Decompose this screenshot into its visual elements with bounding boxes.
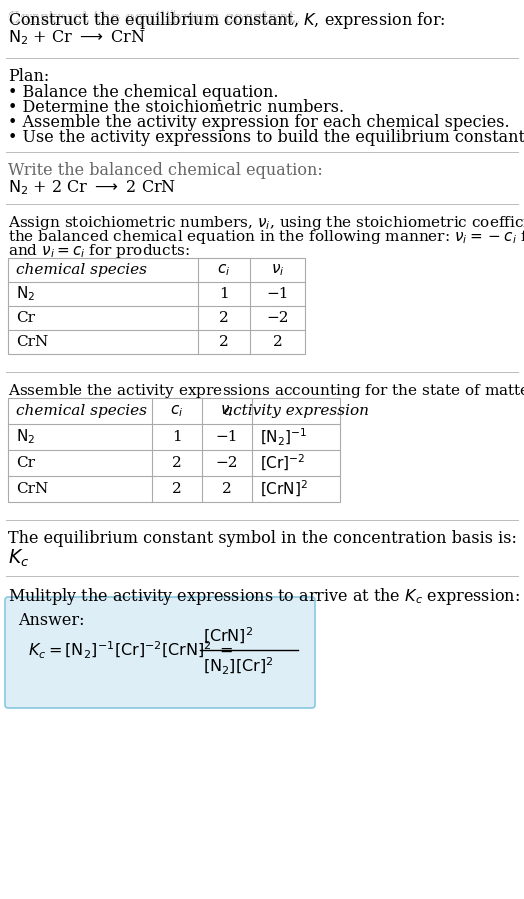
- Text: activity expression: activity expression: [224, 404, 368, 418]
- Text: 2: 2: [219, 335, 229, 349]
- Text: The equilibrium constant symbol in the concentration basis is:: The equilibrium constant symbol in the c…: [8, 530, 517, 547]
- Text: the balanced chemical equation in the following manner: $\nu_i = -c_i$ for react: the balanced chemical equation in the fo…: [8, 228, 524, 246]
- Bar: [8, 398, 340, 502]
- Text: −2: −2: [216, 456, 238, 470]
- Text: Assemble the activity expressions accounting for the state of matter and $\nu_i$: Assemble the activity expressions accoun…: [8, 382, 524, 400]
- Text: $c_i$: $c_i$: [217, 263, 231, 278]
- Text: $K_c = [\mathrm{N_2}]^{-1}[\mathrm{Cr}]^{-2}[\mathrm{CrN}]^{2}\ =$: $K_c = [\mathrm{N_2}]^{-1}[\mathrm{Cr}]^…: [28, 639, 233, 661]
- Text: Cr: Cr: [16, 456, 35, 470]
- Text: $\mathrm{N_2}$: $\mathrm{N_2}$: [16, 428, 35, 446]
- Text: $c_i$: $c_i$: [170, 403, 183, 419]
- Text: Mulitply the activity expressions to arrive at the $K_c$ expression:: Mulitply the activity expressions to arr…: [8, 586, 520, 607]
- Text: $[\mathrm{N_2}]^{-1}$: $[\mathrm{N_2}]^{-1}$: [260, 426, 308, 448]
- Text: Plan:: Plan:: [8, 68, 49, 85]
- Text: −1: −1: [216, 430, 238, 444]
- Text: • Assemble the activity expression for each chemical species.: • Assemble the activity expression for e…: [8, 114, 510, 131]
- Text: chemical species: chemical species: [16, 263, 147, 277]
- Text: $\mathrm{N_2}$: $\mathrm{N_2}$: [16, 285, 35, 303]
- Text: $[\mathrm{CrN}]^{2}$: $[\mathrm{CrN}]^{2}$: [260, 479, 308, 499]
- FancyBboxPatch shape: [5, 597, 315, 708]
- Text: Write the balanced chemical equation:: Write the balanced chemical equation:: [8, 162, 323, 179]
- Text: $[\mathrm{CrN}]^2$: $[\mathrm{CrN}]^2$: [203, 626, 253, 646]
- Text: CrN: CrN: [16, 335, 48, 349]
- Text: −2: −2: [266, 311, 289, 325]
- Text: • Use the activity expressions to build the equilibrium constant expression.: • Use the activity expressions to build …: [8, 129, 524, 146]
- Text: • Determine the stoichiometric numbers.: • Determine the stoichiometric numbers.: [8, 99, 344, 116]
- Text: chemical species: chemical species: [16, 404, 147, 418]
- Text: $\nu_i$: $\nu_i$: [220, 403, 234, 419]
- Text: $\mathrm{N_2}$ + 2 Cr $\longrightarrow$ 2 CrN: $\mathrm{N_2}$ + 2 Cr $\longrightarrow$ …: [8, 178, 176, 197]
- Text: 2: 2: [172, 482, 182, 496]
- Text: −1: −1: [266, 287, 289, 301]
- Text: 1: 1: [219, 287, 229, 301]
- Text: $\mathrm{N_2}$ + Cr $\longrightarrow$ CrN: $\mathrm{N_2}$ + Cr $\longrightarrow$ Cr…: [8, 28, 146, 47]
- Text: Answer:: Answer:: [18, 612, 84, 629]
- Text: $\nu_i$: $\nu_i$: [271, 263, 284, 278]
- Text: $K_c$: $K_c$: [8, 548, 29, 569]
- Text: 2: 2: [219, 311, 229, 325]
- Text: Construct the equilibrium constant, $K$, expression for:: Construct the equilibrium constant, $K$,…: [8, 10, 445, 31]
- Bar: [8, 258, 305, 354]
- Text: 1: 1: [172, 430, 182, 444]
- Text: Construct the equilibrium constant,: Construct the equilibrium constant,: [8, 10, 305, 27]
- Text: Construct the equilibrium constant,: Construct the equilibrium constant,: [8, 10, 305, 27]
- Text: $[\mathrm{Cr}]^{-2}$: $[\mathrm{Cr}]^{-2}$: [260, 453, 305, 473]
- Text: Cr: Cr: [16, 311, 35, 325]
- Text: $[\mathrm{N_2}][\mathrm{Cr}]^2$: $[\mathrm{N_2}][\mathrm{Cr}]^2$: [203, 655, 274, 677]
- Text: CrN: CrN: [16, 482, 48, 496]
- Text: 2: 2: [222, 482, 232, 496]
- Text: and $\nu_i = c_i$ for products:: and $\nu_i = c_i$ for products:: [8, 242, 190, 260]
- Text: • Balance the chemical equation.: • Balance the chemical equation.: [8, 84, 278, 101]
- Text: Assign stoichiometric numbers, $\nu_i$, using the stoichiometric coefficients, $: Assign stoichiometric numbers, $\nu_i$, …: [8, 214, 524, 232]
- Text: 2: 2: [272, 335, 282, 349]
- Text: 2: 2: [172, 456, 182, 470]
